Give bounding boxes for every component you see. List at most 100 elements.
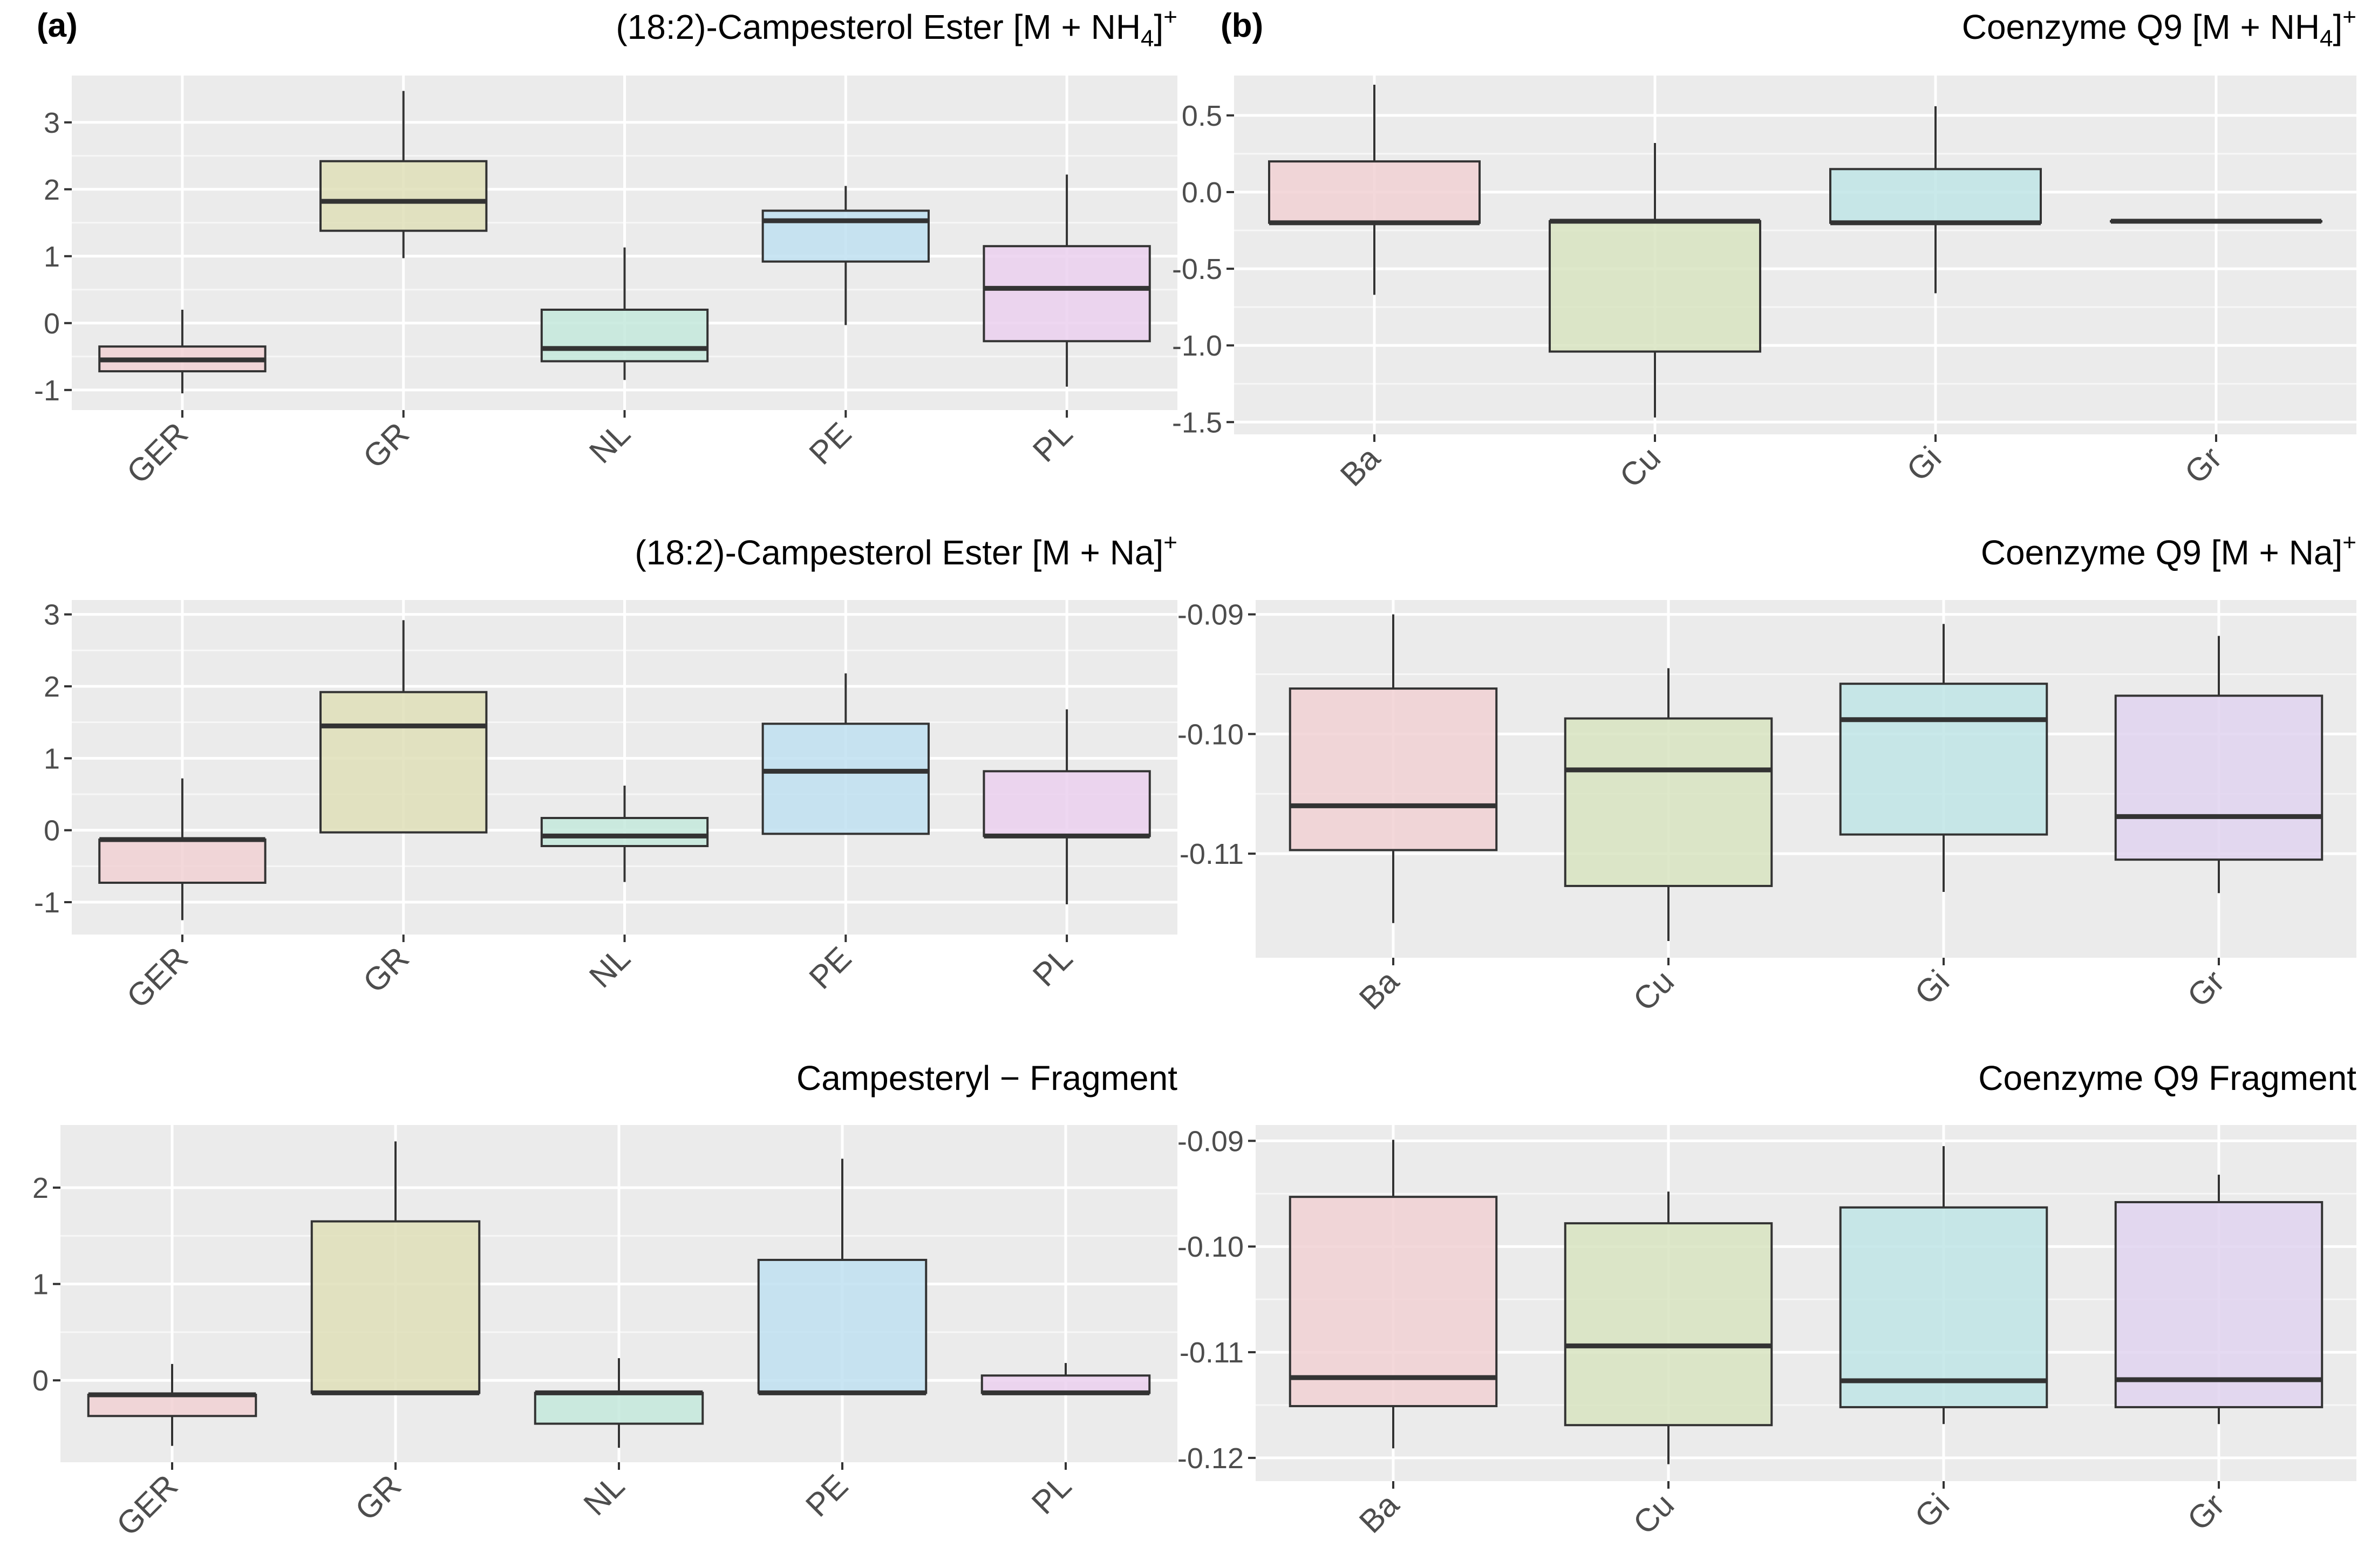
chart-title: (18:2)-Campesterol Ester [M + NH4]+ [616,4,1177,52]
y-tick-label: -0.11 [1180,838,1244,870]
chart-title-main: Coenzyme Q9 [M + NH [1962,8,2320,46]
box-rect [1289,1196,1498,1407]
y-tick-label: -0.10 [1177,1231,1244,1263]
y-tick-label: 1 [44,241,60,273]
box-cu [1549,143,1761,418]
box-ger [98,310,267,393]
box-nl [534,1358,704,1448]
box-pl [980,1363,1151,1395]
box-rect [757,1259,928,1394]
y-tick-label: 0.0 [1182,176,1222,209]
box-gi [1839,1146,2048,1424]
y-tick-label: 3 [44,599,60,631]
box-gi [1829,106,2042,294]
chart-title: Coenzyme Q9 Fragment [1978,1059,2356,1097]
box-ba [1289,614,1498,923]
chart-title-superscript: + [2342,529,2356,556]
y-tick-label: 1 [44,742,60,775]
box-pe [761,186,930,325]
box-ba [1268,85,1481,295]
y-tick-label: 0 [44,815,60,847]
y-tick-label: 0 [32,1365,49,1397]
box-rect [319,160,488,232]
chart-title-main: Campesteryl − Fragment [796,1059,1177,1097]
box-rect [310,1220,481,1394]
box-rect [980,1374,1151,1394]
y-tick-label: -0.11 [1180,1337,1244,1369]
y-tick-label: -0.12 [1177,1442,1244,1475]
y-tick-label: -0.09 [1177,599,1244,631]
chart-title-main: (18:2)-Campesterol Ester [M + NH [616,8,1141,46]
box-gr [319,620,488,834]
box-gr [2114,1175,2324,1424]
box-rect [1839,1206,2048,1408]
box-rect [1829,168,2042,224]
box-rect [540,309,709,363]
chart-title: Campesteryl − Fragment [796,1059,1177,1097]
box-rect [761,722,930,835]
box-rect [1564,717,1773,887]
chart-title-superscript: + [2342,4,2356,30]
chart-title: Coenzyme Q9 [M + NH4]+ [1962,4,2356,52]
box-gr [310,1141,481,1395]
chart-title-superscript: + [1163,529,1177,556]
y-tick-label: -0.5 [1172,253,1222,285]
panel-label-b: (b) [1221,7,1263,44]
y-tick-label: 0.5 [1182,100,1222,132]
chart-title-subscript: 4 [2320,25,2333,52]
chart-title-end: ] [2333,8,2343,46]
box-rect [1564,1222,1773,1427]
box-ger [87,1364,257,1446]
box-rect [319,691,488,834]
box-rect [87,1394,257,1417]
box-rect [534,1392,704,1425]
y-tick-label: 2 [44,671,60,703]
box-rect [1268,160,1481,224]
box-pl [983,174,1151,387]
y-tick-label: -1.5 [1172,406,1222,439]
box-rect [2114,1201,2324,1408]
box-rect [98,838,267,884]
plot-panel [1234,76,2356,434]
panel-label-a: (a) [37,7,78,44]
y-tick-label: -1 [34,887,60,919]
box-rect [1289,687,1498,851]
chart-title-subscript: 4 [1141,25,1154,52]
y-tick-label: -1.0 [1172,330,1222,362]
box-pe [757,1158,928,1395]
y-tick-label: -1 [34,374,60,407]
box-rect [1549,220,1761,353]
box-nl [540,247,709,380]
chart-title: Coenzyme Q9 [M + Na]+ [1981,529,2356,572]
box-gr [319,91,488,258]
y-tick-label: 2 [44,174,60,206]
y-tick-label: 2 [32,1172,49,1204]
box-ba [1289,1140,1498,1449]
box-rect [540,817,709,847]
y-tick-label: -0.09 [1177,1125,1244,1157]
y-tick-label: 0 [44,308,60,340]
box-rect [2114,694,2324,861]
chart-title-main: Coenzyme Q9 [M + Na] [1981,533,2342,572]
y-tick-label: 3 [44,107,60,139]
y-tick-label: 1 [32,1269,49,1301]
box-pe [761,673,930,835]
box-rect [1839,683,2048,836]
box-cu [1564,1191,1773,1464]
box-rect [983,770,1151,837]
chart-title-main: Coenzyme Q9 Fragment [1978,1059,2356,1097]
box-gr [2114,636,2324,894]
y-tick-label: -0.10 [1177,718,1244,751]
chart-title: (18:2)-Campesterol Ester [M + Na]+ [635,529,1177,572]
box-nl [540,786,709,882]
box-gi [1839,624,2048,892]
chart-title-superscript: + [1163,4,1177,30]
